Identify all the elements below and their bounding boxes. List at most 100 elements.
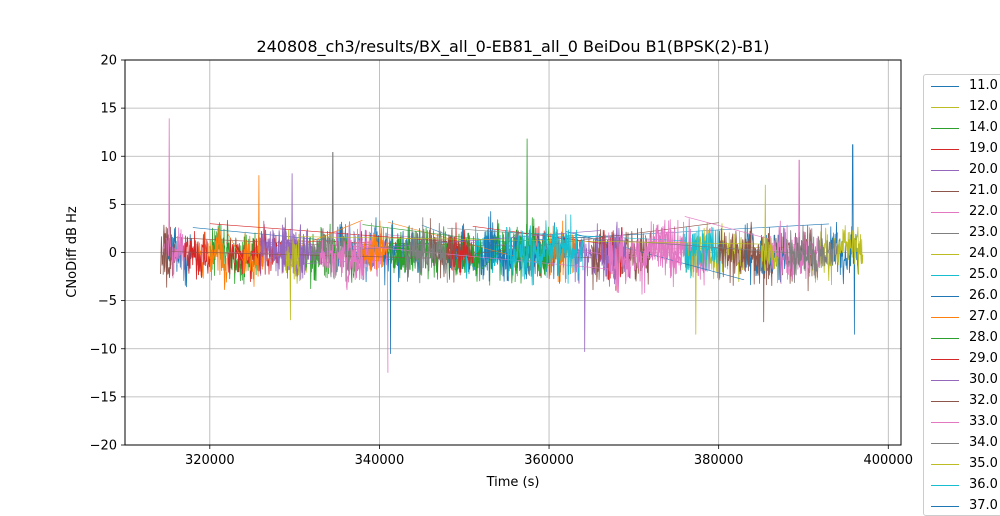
legend-label: 24.0 <box>969 246 998 261</box>
legend-swatch <box>931 233 959 234</box>
legend-label: 12.0 <box>969 99 998 114</box>
series-34.0 <box>404 217 838 284</box>
series-gap-line <box>447 227 787 253</box>
series-line <box>362 220 389 272</box>
y-tick-label: −20 <box>90 439 117 454</box>
x-tick-label: 340000 <box>355 453 405 468</box>
legend-swatch <box>931 485 959 486</box>
y-tick-label: 10 <box>100 150 117 165</box>
legend-swatch <box>931 338 959 339</box>
legend-swatch <box>931 443 959 444</box>
y-tick-label: 20 <box>100 54 117 69</box>
series-36.0 <box>506 214 584 286</box>
x-tick-label: 320000 <box>185 453 235 468</box>
legend-label: 11.0 <box>969 78 998 93</box>
legend-label: 37.0 <box>969 498 998 513</box>
y-tick-label: −10 <box>90 342 117 357</box>
legend-item: 21.0 <box>924 181 1000 202</box>
legend-label: 21.0 <box>969 183 998 198</box>
legend-label: 25.0 <box>969 267 998 282</box>
legend-label: 20.0 <box>969 162 998 177</box>
chart: 320000 340000 360000 380000 400000 −20 −15 −10 −… <box>65 37 914 490</box>
legend-item: 35.0 <box>924 454 1000 475</box>
legend-label: 23.0 <box>969 225 998 240</box>
chart-title: 240808_ch3/results/BX_all_0-EB81_all_0 B… <box>256 37 769 57</box>
legend-swatch <box>931 212 959 213</box>
legend-item: 25.0 <box>924 265 1000 286</box>
legend-label: 34.0 <box>969 435 998 450</box>
legend-swatch <box>931 191 959 192</box>
series-line <box>196 225 228 290</box>
series-gap-line <box>226 231 244 262</box>
series-line <box>760 184 779 284</box>
series-line <box>506 214 584 286</box>
x-tick-label: 380000 <box>694 453 744 468</box>
legend-item: 34.0 <box>924 433 1000 454</box>
legend-swatch <box>931 254 959 255</box>
legend-swatch <box>931 296 959 297</box>
legend-swatch <box>931 317 959 318</box>
legend-swatch <box>931 359 959 360</box>
legend-label: 30.0 <box>969 372 998 387</box>
series-line <box>786 223 838 283</box>
y-tick-label: 15 <box>100 102 117 117</box>
series-line <box>243 175 266 287</box>
series-line <box>608 219 686 295</box>
legend-label: 33.0 <box>969 414 998 429</box>
legend-item: 12.0 <box>924 97 1000 118</box>
legend-swatch <box>931 464 959 465</box>
legend-swatch <box>931 380 959 381</box>
x-tick-label: 400000 <box>863 453 913 468</box>
legend-swatch <box>931 107 959 108</box>
series-layer <box>160 118 864 373</box>
legend-item: 23.0 <box>924 223 1000 244</box>
series-24.0 <box>684 222 745 335</box>
legend-swatch <box>931 401 959 402</box>
legend-item: 26.0 <box>924 286 1000 307</box>
legend-swatch <box>931 506 959 507</box>
legend-label: 27.0 <box>969 309 998 324</box>
legend-label: 14.0 <box>969 120 998 135</box>
legend-item: 37.0 <box>924 496 1000 515</box>
x-tick-label: 360000 <box>524 453 574 468</box>
series-gap-line <box>455 222 719 257</box>
y-tick-label: −15 <box>90 390 117 405</box>
series-line <box>285 238 300 321</box>
legend-item: 11.0 <box>924 76 1000 97</box>
x-axis-label: Time (s) <box>486 475 540 490</box>
axis-ticks: 320000 340000 360000 380000 400000 −20 −15 −10 −… <box>90 54 914 469</box>
legend-item: 24.0 <box>924 244 1000 265</box>
legend: 11.0 12.0 14.0 19.0 20.0 21.0 22.0 23.0 24.0 25.0… <box>923 74 1000 516</box>
legend-item: 29.0 <box>924 349 1000 370</box>
legend-swatch <box>931 170 959 171</box>
legend-item: 30.0 <box>924 370 1000 391</box>
series-line <box>162 224 177 277</box>
legend-item: 27.0 <box>924 307 1000 328</box>
legend-swatch <box>931 422 959 423</box>
series-33.0 <box>319 159 821 295</box>
legend-label: 19.0 <box>969 141 998 156</box>
legend-swatch <box>931 86 959 87</box>
legend-item: 20.0 <box>924 160 1000 181</box>
legend-label: 26.0 <box>969 288 998 303</box>
legend-item: 14.0 <box>924 118 1000 139</box>
legend-label: 22.0 <box>969 204 998 219</box>
y-tick-label: 5 <box>109 198 117 213</box>
series-gap-line <box>684 216 770 240</box>
legend-label: 32.0 <box>969 393 998 408</box>
series-gap-line <box>171 251 431 259</box>
y-axis-label: CNoDiff dB Hz <box>65 206 80 298</box>
y-tick-label: −5 <box>98 294 117 309</box>
legend-swatch <box>931 275 959 276</box>
series-line <box>319 221 363 280</box>
series-line <box>160 234 172 288</box>
series-gap-line <box>565 231 745 281</box>
legend-item: 33.0 <box>924 412 1000 433</box>
legend-label: 36.0 <box>969 477 998 492</box>
series-line <box>404 217 448 284</box>
series-line <box>684 222 745 335</box>
legend-item: 19.0 <box>924 139 1000 160</box>
legend-label: 28.0 <box>969 330 998 345</box>
series-line <box>684 226 724 279</box>
legend-item: 22.0 <box>924 202 1000 223</box>
